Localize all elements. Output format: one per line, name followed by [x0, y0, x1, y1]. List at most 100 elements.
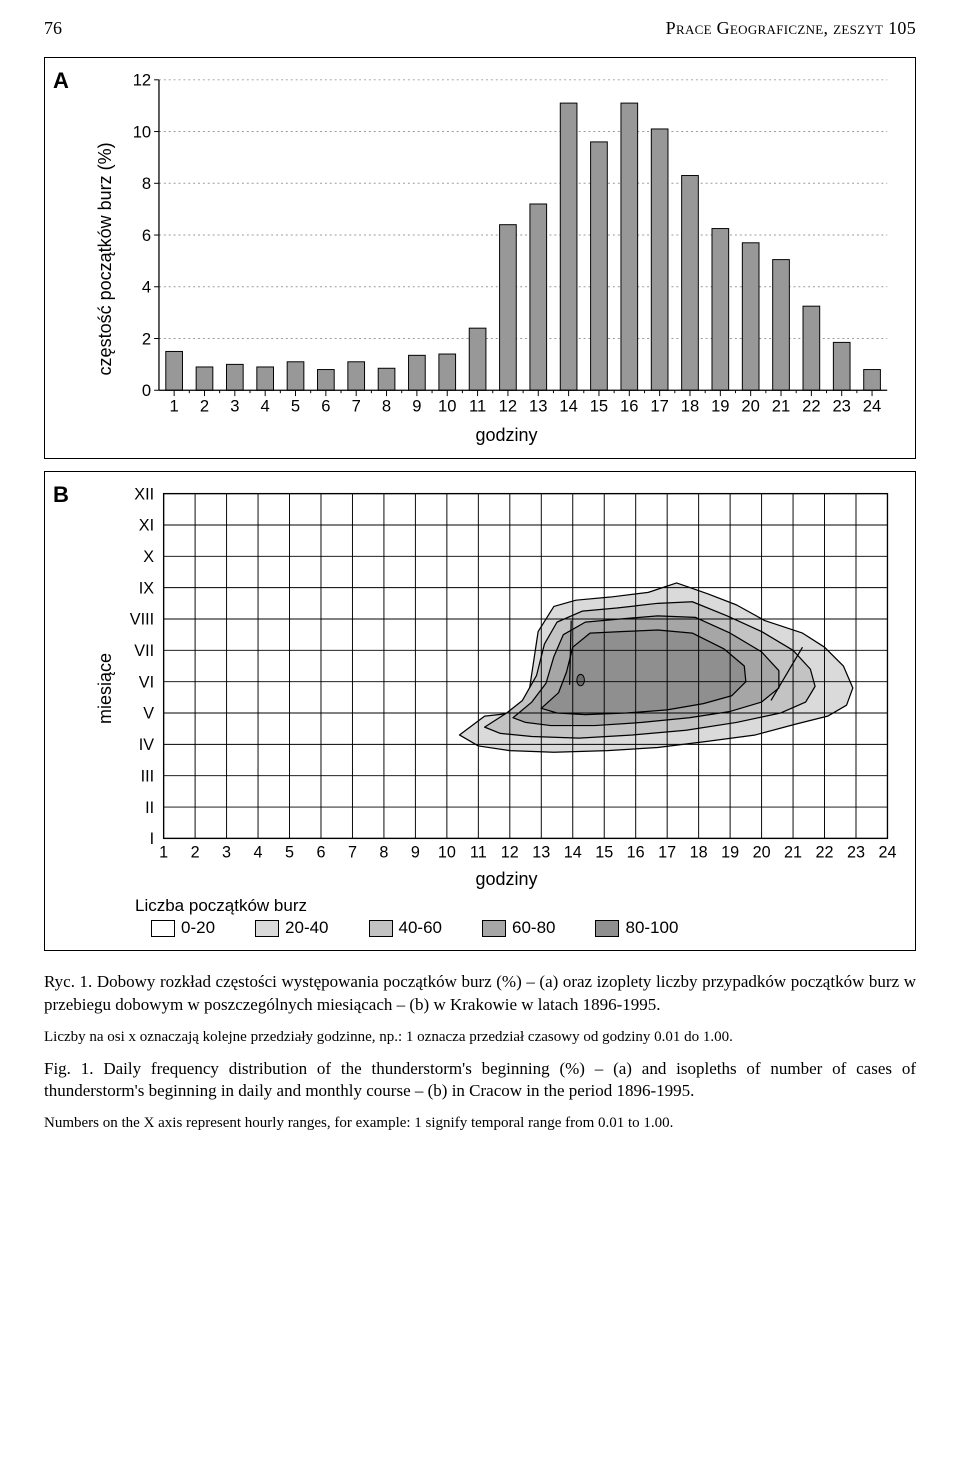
svg-text:XII: XII	[134, 486, 154, 503]
svg-text:15: 15	[595, 844, 613, 862]
svg-text:16: 16	[627, 844, 645, 862]
caption-fig: Fig. 1. Daily frequency distribution of …	[44, 1058, 916, 1104]
page-number: 76	[44, 18, 62, 39]
chart-b-xlabel: godziny	[116, 869, 897, 890]
chart-b-svg: 123456789101112131415161718192021222324I…	[116, 486, 897, 867]
svg-text:6: 6	[316, 844, 325, 862]
svg-text:11: 11	[470, 844, 487, 862]
legend-label: 40-60	[399, 918, 442, 938]
svg-text:20: 20	[753, 844, 771, 862]
svg-text:17: 17	[658, 844, 676, 862]
svg-text:10: 10	[438, 397, 456, 416]
legend-swatch	[369, 920, 393, 937]
svg-text:X: X	[143, 548, 154, 566]
svg-text:13: 13	[529, 397, 547, 416]
svg-text:23: 23	[847, 844, 865, 862]
chart-b-ylabel: miesiące	[91, 486, 116, 890]
svg-text:9: 9	[412, 397, 421, 416]
svg-text:2: 2	[200, 397, 209, 416]
svg-text:12: 12	[133, 72, 151, 90]
chart-a-ylabel: częstość początków burz (%)	[91, 72, 116, 446]
svg-text:23: 23	[832, 397, 850, 416]
legend-swatch	[151, 920, 175, 937]
svg-text:4: 4	[142, 278, 151, 297]
svg-text:20: 20	[741, 397, 759, 416]
svg-text:10: 10	[133, 122, 151, 141]
svg-text:10: 10	[438, 844, 456, 862]
svg-text:II: II	[145, 799, 154, 817]
svg-text:4: 4	[254, 844, 263, 862]
svg-text:24: 24	[878, 844, 896, 862]
svg-text:0: 0	[142, 381, 151, 400]
svg-text:IV: IV	[139, 737, 154, 755]
legend-label: 20-40	[285, 918, 328, 938]
svg-text:17: 17	[650, 397, 668, 416]
svg-text:V: V	[143, 705, 154, 723]
figure-captions: Ryc. 1. Dobowy rozkład częstości występo…	[44, 971, 916, 1133]
svg-text:24: 24	[863, 397, 881, 416]
caption-ryc-note: Liczby na osi x oznaczają kolejne przedz…	[44, 1027, 916, 1047]
svg-text:19: 19	[711, 397, 729, 416]
svg-text:8: 8	[379, 844, 388, 862]
svg-text:5: 5	[291, 397, 300, 416]
chart-a-svg: 0246810121234567891011121314151617181920…	[116, 72, 897, 423]
svg-text:15: 15	[590, 397, 608, 416]
svg-text:VI: VI	[139, 674, 154, 692]
svg-text:VII: VII	[134, 642, 154, 660]
svg-text:16: 16	[620, 397, 638, 416]
svg-text:5: 5	[285, 844, 294, 862]
panel-b-tag: B	[53, 482, 69, 508]
chart-b-legend: Liczba początków burz 0-20 20-40 40-60 60-8…	[91, 896, 897, 938]
legend-item: 80-100	[595, 918, 678, 938]
chart-b: 123456789101112131415161718192021222324I…	[116, 486, 897, 890]
svg-text:1: 1	[170, 397, 179, 416]
svg-text:12: 12	[501, 844, 519, 862]
svg-text:14: 14	[559, 397, 577, 416]
legend-swatch	[255, 920, 279, 937]
svg-text:3: 3	[222, 844, 231, 862]
legend-swatch	[595, 920, 619, 937]
svg-text:21: 21	[772, 397, 790, 416]
svg-text:18: 18	[681, 397, 699, 416]
caption-ryc: Ryc. 1. Dobowy rozkład częstości występo…	[44, 971, 916, 1017]
svg-text:12: 12	[499, 397, 517, 416]
page-header: 76 Prace Geograficzne, zeszyt 105	[44, 18, 916, 39]
panel-a: A częstość początków burz (%) 0246810121…	[44, 57, 916, 459]
svg-text:13: 13	[532, 844, 550, 862]
panel-b: B miesiące 12345678910111213141516171819…	[44, 471, 916, 951]
svg-text:6: 6	[142, 226, 151, 245]
panel-a-tag: A	[53, 68, 69, 94]
svg-text:8: 8	[382, 397, 391, 416]
svg-text:22: 22	[816, 844, 834, 862]
legend-item: 0-20	[151, 918, 215, 938]
svg-text:VIII: VIII	[130, 611, 154, 629]
svg-text:2: 2	[191, 844, 200, 862]
chart-a: 0246810121234567891011121314151617181920…	[116, 72, 897, 446]
svg-text:III: III	[141, 768, 155, 786]
svg-text:7: 7	[348, 844, 357, 862]
legend-label: 80-100	[625, 918, 678, 938]
svg-text:14: 14	[564, 844, 582, 862]
legend-swatch	[482, 920, 506, 937]
svg-text:8: 8	[142, 174, 151, 193]
svg-text:1: 1	[159, 844, 168, 862]
svg-text:18: 18	[690, 844, 708, 862]
svg-text:I: I	[150, 831, 155, 849]
svg-text:11: 11	[469, 397, 486, 416]
chart-b-legend-title: Liczba początków burz	[135, 896, 897, 916]
svg-text:4: 4	[261, 397, 270, 416]
legend-item: 20-40	[255, 918, 328, 938]
chart-a-xlabel: godziny	[116, 425, 897, 446]
svg-text:21: 21	[784, 844, 802, 862]
legend-label: 0-20	[181, 918, 215, 938]
svg-text:22: 22	[802, 397, 820, 416]
legend-item: 60-80	[482, 918, 555, 938]
running-title: Prace Geograficzne, zeszyt 105	[666, 18, 916, 39]
svg-text:2: 2	[142, 329, 151, 348]
svg-text:6: 6	[321, 397, 330, 416]
svg-text:19: 19	[721, 844, 739, 862]
svg-text:7: 7	[352, 397, 361, 416]
svg-text:IX: IX	[139, 580, 154, 598]
legend-item: 40-60	[369, 918, 442, 938]
svg-text:XI: XI	[139, 517, 154, 535]
